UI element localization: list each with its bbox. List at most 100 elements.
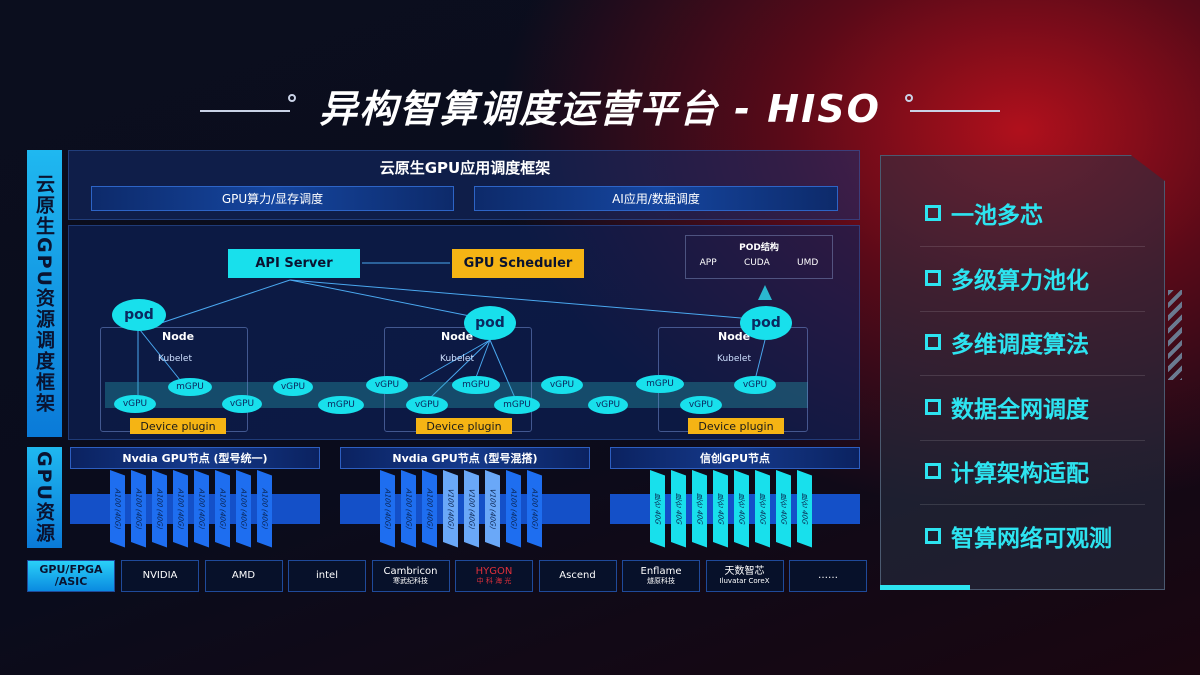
vgpu-ellipse: vGPU <box>366 376 408 394</box>
pod-ellipse: pod <box>112 299 166 331</box>
vendor-category-label: GPU/FPGA /ASIC <box>27 560 115 592</box>
device-plugin-box: Device plugin <box>688 418 784 434</box>
feature-label: 多级算力池化 <box>951 267 1089 294</box>
gpu-card: A100 (40G) <box>110 470 125 548</box>
gpu-card: 昆仑 40G <box>650 470 665 548</box>
gpu-card: A100 (40G) <box>173 470 188 548</box>
feature-divider <box>920 375 1145 376</box>
gpu-card: 昆仑 40G <box>713 470 728 548</box>
pod-structure-box: POD结构 APP CUDA UMD <box>685 235 833 279</box>
feature-item: 多维调度算法 <box>925 325 1089 359</box>
pod-struct-arrow <box>758 285 772 300</box>
connector-line <box>754 339 766 381</box>
feature-label: 一池多芯 <box>951 203 1043 229</box>
framework-label: 云原生GPU资源调度框架 <box>27 150 62 437</box>
node-label: Node <box>441 330 474 343</box>
kubelet-label: Kubelet <box>158 354 192 364</box>
mgpu-ellipse: mGPU <box>168 378 212 396</box>
pod-structure-title: POD结构 <box>739 243 779 253</box>
pod-ellipse: pod <box>740 306 792 340</box>
gpu-card: A100 (40G) <box>131 470 146 548</box>
vgpu-ellipse: vGPU <box>588 396 628 414</box>
mgpu-ellipse: mGPU <box>494 396 540 414</box>
feature-item: 计算架构适配 <box>925 454 1089 488</box>
feature-item: 数据全网调度 <box>925 390 1089 424</box>
gpu-card: A100 (40G) <box>215 470 230 548</box>
title-decor-right <box>910 110 1000 112</box>
connector-line <box>474 339 491 381</box>
vendor-subname: 燧原科技 <box>647 576 675 585</box>
feature-divider <box>920 246 1145 247</box>
vendor-subname: Iluvatar CoreX <box>719 576 770 585</box>
vgpu-ellipse: vGPU <box>680 396 722 414</box>
vgpu-ellipse: vGPU <box>222 395 262 413</box>
feature-divider <box>920 310 1145 312</box>
device-plugin-box: Device plugin <box>130 418 226 434</box>
title-decor-dot <box>905 94 913 102</box>
gpu-group-header: 信创GPU节点 <box>610 447 860 469</box>
checkbox-icon <box>925 463 941 479</box>
gpu-card: 昆仑 40G <box>797 470 812 548</box>
checkbox-icon <box>925 398 941 415</box>
feature-label: 数据全网调度 <box>951 396 1089 423</box>
ai-data-scheduling-box: AI应用/数据调度 <box>474 186 838 211</box>
feature-label: 多维调度算法 <box>951 332 1089 358</box>
gpu-card: A100 (40G) <box>506 470 521 548</box>
vendor-name: Cambricon <box>383 566 438 578</box>
feature-divider <box>920 504 1145 505</box>
panel-decor-accent <box>880 585 970 590</box>
gpu-card: A100 (40G) <box>422 470 437 548</box>
gpu-group-header: Nvdia GPU节点 (型号混搭) <box>340 447 590 469</box>
connector-line <box>489 339 516 399</box>
feature-item: 智算网络可观测 <box>925 519 1112 553</box>
resources-label: GPU资源 <box>27 447 62 548</box>
checkbox-icon <box>925 334 941 350</box>
vendor-name: Enflame <box>640 566 682 578</box>
vendor-logo-5: Ascend <box>538 560 617 592</box>
kubelet-label: Kubelet <box>440 354 474 364</box>
gpu-card: A100 (40G) <box>236 470 251 548</box>
api-server-box: API Server <box>228 249 360 278</box>
vendor-logo-2: intel <box>288 560 366 592</box>
gpu-card: A100 (40G) <box>527 470 542 548</box>
connector-line <box>289 279 491 321</box>
vgpu-ellipse: vGPU <box>114 395 156 413</box>
gpu-card: A100 (40G) <box>401 470 416 548</box>
pod-structure-item: CUDA <box>743 258 770 268</box>
connector-line <box>139 279 291 331</box>
vendor-logo-0: NVIDIA <box>121 560 199 592</box>
vendor-subname: 寒武纪科技 <box>393 576 428 585</box>
feature-label: 智算网络可观测 <box>951 525 1112 552</box>
gpu-card: 昆仑 40G <box>755 470 770 548</box>
gpu-card: A100 (40G) <box>380 470 395 548</box>
vendor-name: Ascend <box>559 569 596 581</box>
feature-item: 多级算力池化 <box>925 261 1089 295</box>
pod-ellipse: pod <box>464 306 516 340</box>
title-decor-dot <box>288 94 296 102</box>
gpu-card: A100 (40G) <box>152 470 167 548</box>
feature-label: 计算架构适配 <box>951 461 1089 487</box>
checkbox-icon <box>925 269 941 286</box>
device-plugin-box: Device plugin <box>416 418 512 434</box>
title-decor-left <box>200 110 290 112</box>
gpu-scheduling-box: GPU算力/显存调度 <box>91 186 454 211</box>
pod-structure-item: APP <box>699 258 717 268</box>
node-label: Node <box>718 330 751 343</box>
gpu-card: 昆仑 40G <box>776 470 791 548</box>
vendor-logo-6: Enflame 燧原科技 <box>622 560 700 592</box>
gpu-card: 昆仑 40G <box>734 470 749 548</box>
panel-decor-stripes <box>1168 290 1182 380</box>
checkbox-icon <box>925 205 941 221</box>
mgpu-ellipse: mGPU <box>318 396 364 414</box>
gpu-card: A100 (40G) <box>257 470 272 548</box>
connector-line <box>139 329 181 381</box>
vgpu-ellipse: vGPU <box>541 376 583 394</box>
gpu-card: A100 (40G) <box>194 470 209 548</box>
vgpu-ellipse: vGPU <box>406 396 448 414</box>
vgpu-ellipse: vGPU <box>734 376 776 394</box>
mgpu-ellipse: mGPU <box>452 376 500 394</box>
gpu-card: V100 (40G) <box>464 470 479 548</box>
pod-structure-item: UMD <box>797 258 819 268</box>
vendor-name: …… <box>818 569 838 581</box>
